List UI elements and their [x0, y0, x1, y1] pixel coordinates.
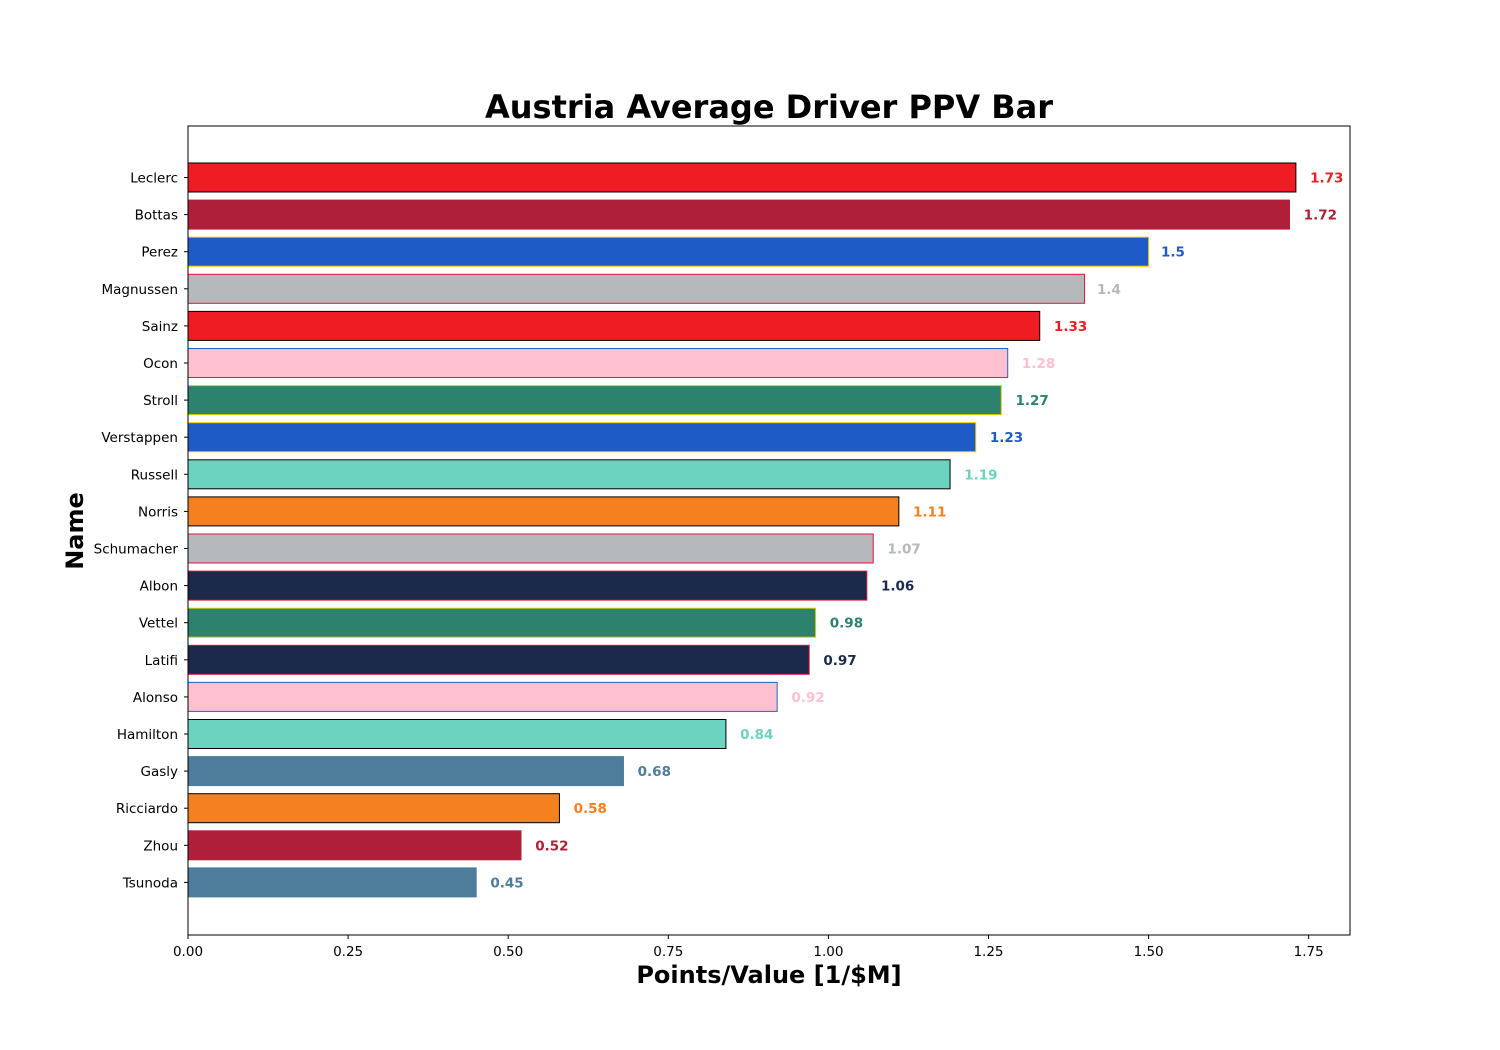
value-label-stroll: 1.27	[1016, 393, 1049, 409]
y-tick-label-magnussen: Magnussen	[101, 282, 178, 298]
bar-bottas	[187, 199, 1290, 230]
value-label-bottas: 1.72	[1304, 208, 1337, 224]
y-tick-label-schumacher: Schumacher	[94, 542, 179, 558]
value-label-schumacher: 1.07	[887, 542, 920, 558]
x-tick-label: 1.50	[1134, 944, 1164, 960]
bar-zhou	[187, 830, 522, 861]
value-label-vettel: 0.98	[830, 616, 863, 632]
y-tick-label-albon: Albon	[140, 579, 178, 595]
bar-alonso	[187, 681, 778, 712]
y-axis-label: Name	[61, 492, 89, 570]
y-tick-label-alonso: Alonso	[133, 690, 178, 706]
value-label-perez: 1.5	[1161, 245, 1185, 261]
value-label-zhou: 0.52	[535, 838, 568, 854]
value-label-leclerc: 1.73	[1310, 171, 1343, 187]
y-tick-label-latifi: Latifi	[145, 653, 178, 669]
bar-russell	[187, 459, 951, 490]
bar-albon	[187, 570, 868, 601]
x-tick-label: 1.25	[973, 944, 1003, 960]
bar-magnussen	[187, 273, 1086, 304]
y-tick-label-gasly: Gasly	[140, 764, 178, 780]
bar-schumacher	[187, 533, 874, 564]
y-tick-label-sainz: Sainz	[142, 319, 178, 335]
y-tick-label-ocon: Ocon	[143, 356, 178, 372]
y-tick-label-zhou: Zhou	[143, 838, 178, 854]
bar-tsunoda	[187, 867, 477, 898]
value-label-gasly: 0.68	[638, 764, 671, 780]
x-tick-label: 0.25	[333, 944, 363, 960]
value-label-ricciardo: 0.58	[574, 801, 607, 817]
bar-leclerc	[187, 162, 1297, 193]
value-label-hamilton: 0.84	[740, 727, 773, 743]
value-label-norris: 1.11	[913, 504, 946, 520]
chart-title: Austria Average Driver PPV Bar	[485, 88, 1053, 126]
x-tick-label: 0.00	[173, 944, 203, 960]
x-tick-label: 1.75	[1294, 944, 1324, 960]
value-label-tsunoda: 0.45	[490, 875, 523, 891]
y-tick-label-leclerc: Leclerc	[130, 171, 178, 187]
x-tick-label: 0.50	[493, 944, 523, 960]
value-label-alonso: 0.92	[791, 690, 824, 706]
y-tick-label-verstappen: Verstappen	[101, 430, 178, 446]
value-label-verstappen: 1.23	[990, 430, 1023, 446]
y-tick-label-perez: Perez	[141, 245, 178, 261]
value-label-latifi: 0.97	[823, 653, 856, 669]
y-tick-label-norris: Norris	[138, 504, 178, 520]
y-tick-label-tsunoda: Tsunoda	[122, 875, 178, 891]
bars-layer: 1.73 1.72 1.5 1.4 1.33 1.28 1.27 1.23 1.19 1.11 1.…	[187, 162, 1343, 898]
x-axis: 0.00 0.25 0.50 0.75 1.00 1.25 1.50 1.75	[173, 935, 1324, 960]
bar-verstappen	[187, 422, 977, 453]
y-tick-label-russell: Russell	[131, 467, 178, 483]
bar-sainz	[187, 310, 1041, 341]
bar-vettel	[187, 607, 817, 638]
y-tick-label-ricciardo: Ricciardo	[116, 801, 178, 817]
y-tick-label-vettel: Vettel	[139, 616, 178, 632]
y-axis: Leclerc Bottas Perez Magnussen Sainz Ocon Stro…	[94, 171, 188, 891]
value-label-albon: 1.06	[881, 579, 914, 595]
bar-latifi	[187, 644, 810, 675]
value-label-sainz: 1.33	[1054, 319, 1087, 335]
y-tick-label-stroll: Stroll	[143, 393, 178, 409]
bar-ocon	[187, 348, 1009, 378]
bar-hamilton	[187, 719, 727, 749]
y-tick-label-bottas: Bottas	[135, 208, 178, 224]
value-label-russell: 1.19	[964, 467, 997, 483]
bar-perez	[187, 236, 1150, 267]
plot-frame	[187, 125, 1351, 936]
value-label-magnussen: 1.4	[1097, 282, 1121, 298]
y-tick-label-hamilton: Hamilton	[117, 727, 178, 743]
value-label-ocon: 1.28	[1022, 356, 1055, 372]
bar-stroll	[187, 385, 1002, 416]
bar-gasly	[187, 756, 624, 787]
bar-ricciardo	[187, 793, 560, 824]
x-tick-label: 0.75	[653, 944, 683, 960]
x-tick-label: 1.00	[813, 944, 843, 960]
bar-norris	[187, 496, 900, 527]
x-axis-label: Points/Value [1/$M]	[636, 961, 901, 989]
